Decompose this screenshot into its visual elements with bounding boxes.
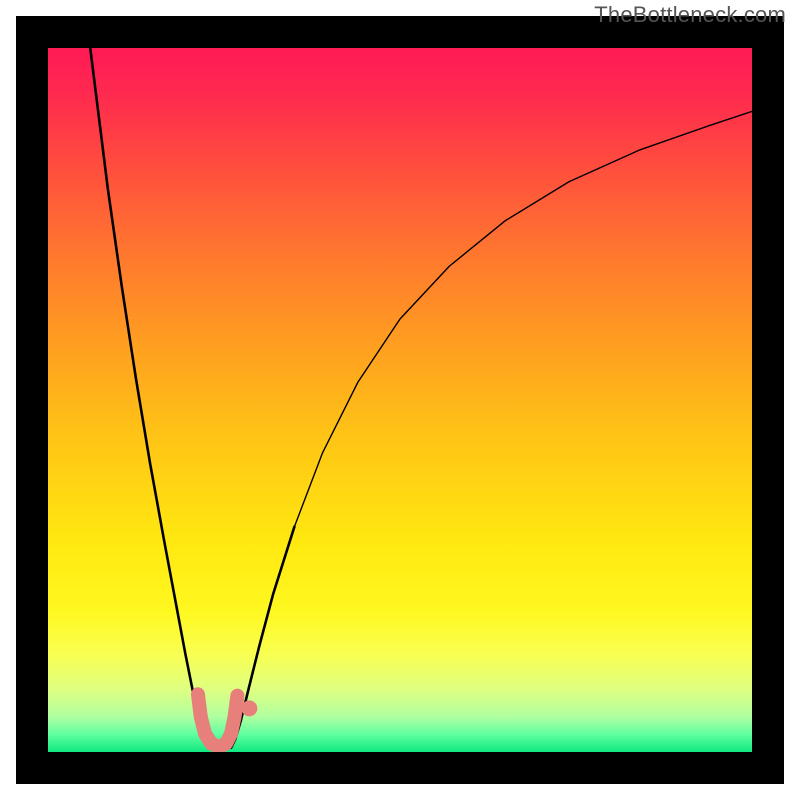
watermark-text: TheBottleneck.com: [594, 2, 786, 28]
chart-frame: TheBottleneck.com: [0, 0, 800, 800]
bottleneck-chart: [0, 0, 800, 800]
